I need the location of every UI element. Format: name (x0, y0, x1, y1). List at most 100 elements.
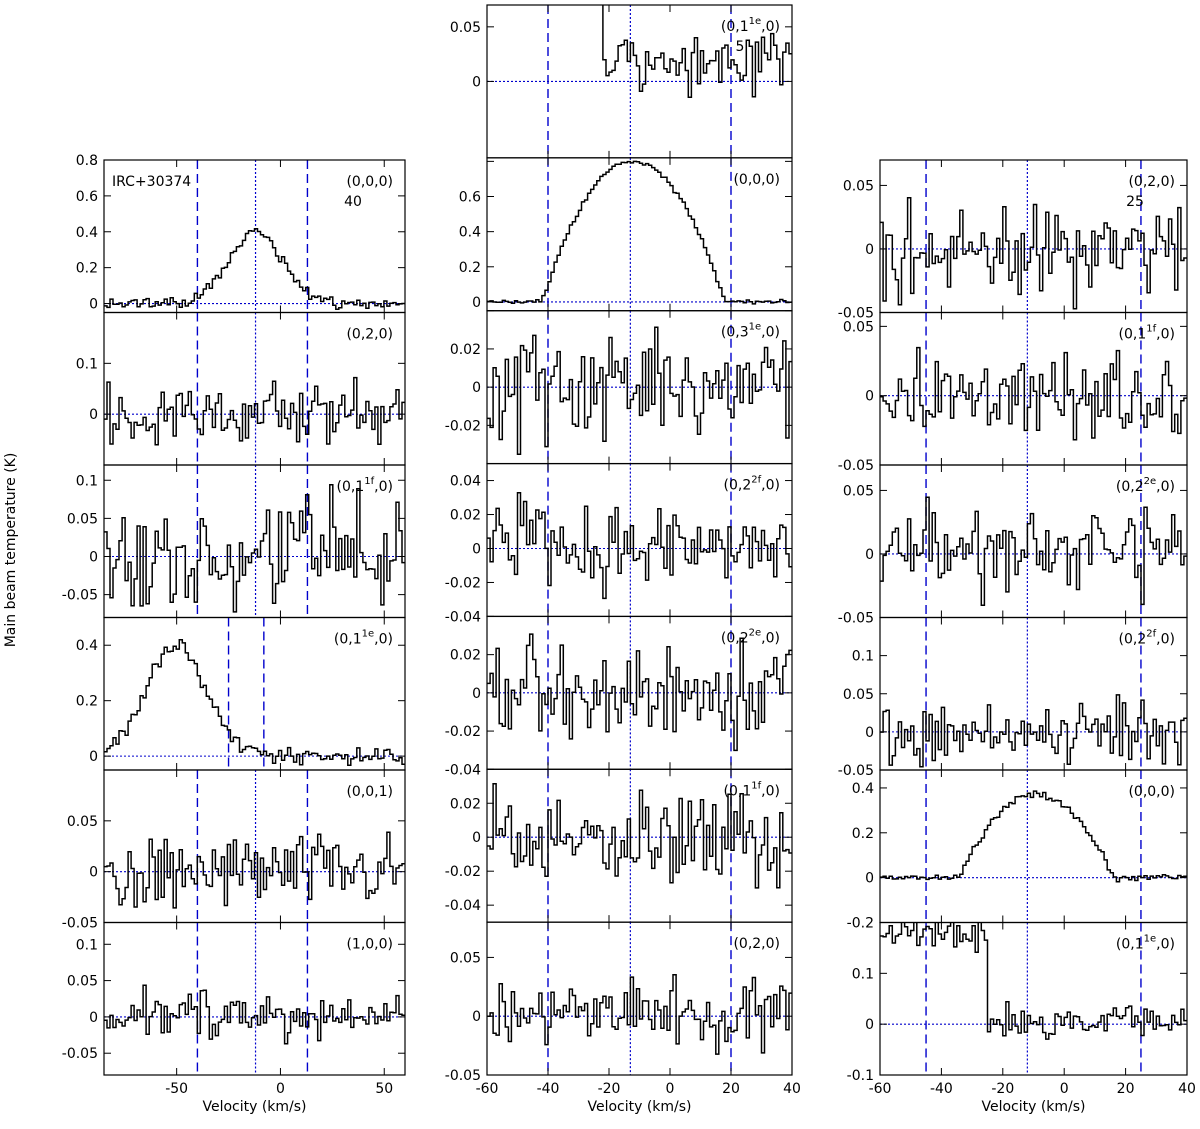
panel-right-5-ytick-label-2: 0 (865, 871, 874, 887)
panel-right-2-ytick-label-3: 0.05 (843, 319, 874, 335)
panel-left-1: 0 0.2 0.4 0.6 0.8 (0,0,0) 40 IRC+30374 (76, 153, 406, 314)
panel-right-3-plot-area (880, 465, 1187, 618)
panel-right-2-ytick-label-2: 0 (865, 389, 874, 405)
panel-right-5-ytick-label-3: 0.2 (852, 826, 874, 842)
column-left-xtick-label-3: 50 (375, 1081, 393, 1097)
column-right-xtick-label-3: -20 (991, 1081, 1014, 1097)
panel-left-5-label: (0,0,1) (346, 784, 393, 800)
column-middle-xtick-label-2: -40 (537, 1081, 560, 1097)
panel-middle-6-ytick-label-1: -0.04 (445, 898, 481, 914)
panel-right-3: -0.05 0 0.05 (0,22e,0) (838, 464, 1188, 627)
panel-left-4-label: (0,11e,0) (334, 629, 393, 648)
panel-middle-5-spectrum-line (487, 633, 792, 752)
panel-left-3-spectrum-line (104, 483, 405, 613)
panel-middle-4: -0.04 -0.02 0 0.02 0.04 (0,22f,0) (445, 462, 793, 625)
panel-right-4-plot-area (880, 617, 1187, 770)
panel-right-1-spectrum-line (880, 197, 1187, 310)
panel-left-6-frame (103, 921, 406, 1076)
panel-right-1-subtitle: 25 (1126, 194, 1144, 210)
column-middle-xtick-label-6: 40 (783, 1081, 801, 1097)
panel-middle-1: 0 0.05 (0,11e,0) 5 (450, 4, 793, 159)
panel-middle-1-label: (0,11e,0) (721, 16, 780, 35)
panel-middle-4-plot-area (487, 463, 792, 617)
panel-left-2-spectrum-line (104, 376, 405, 446)
column-middle-xtick-label-5: 20 (722, 1081, 740, 1097)
panel-left-3-plot-area (104, 465, 405, 618)
panel-left-6-ytick-label-4: 0.1 (76, 937, 98, 953)
panel-middle-6: -0.04 -0.02 0 0.02 (0,11f,0) (445, 768, 793, 923)
panel-left-6-plot-area (104, 922, 405, 1075)
column-middle: 0 0.05 (0,11e,0) 5 0 0.2 0.4 0.6 (0,0,0) -0.02 0 0.… (445, 4, 801, 1115)
panel-left-5-plot-area (104, 770, 405, 923)
column-left-x-axis-label: Velocity (km/s) (202, 1099, 306, 1115)
panel-middle-5: -0.04 -0.02 0 0.02 (0,22e,0) (445, 615, 793, 778)
panel-middle-6-plot-area (487, 769, 792, 923)
panel-right-6: -0.1 0 0.1 (0,11e,0) (847, 921, 1188, 1084)
y-axis-label: Main beam temperature (K) (3, 453, 19, 648)
panel-middle-3-plot-area (487, 310, 792, 464)
panel-left-1-source-name: IRC+30374 (112, 174, 191, 190)
panel-right-1-ytick-label-1: -0.05 (838, 306, 874, 322)
column-right-xtick-label-4: 0 (1060, 1081, 1069, 1097)
panel-left-2-label: (0,2,0) (346, 327, 393, 343)
panel-left-3-label: (0,11f,0) (337, 476, 393, 495)
panel-middle-1-ytick-label-1: 0 (472, 74, 481, 90)
panel-right-2-spectrum-line (880, 346, 1187, 441)
panel-left-2-ytick-label-2: 0.1 (76, 356, 98, 372)
panel-right-5-spectrum-line (880, 790, 1187, 883)
column-right-xtick-label-5: 20 (1117, 1081, 1135, 1097)
panel-middle-4-ytick-label-2: -0.02 (445, 575, 481, 591)
panel-right-5-ytick-label-4: 0.4 (852, 781, 874, 797)
panel-left-6-spectrum-line (104, 984, 405, 1045)
panel-left-1-ytick-label-5: 0.8 (76, 153, 98, 169)
panel-left-5: -0.05 0 0.05 (0,0,1) (62, 769, 406, 932)
panel-right-2-label: (0,11f,0) (1119, 324, 1175, 343)
panel-right-5-label: (0,0,0) (1128, 784, 1175, 800)
panel-left-4: 0 0.2 0.4 (0,11e,0) (76, 616, 406, 771)
panel-right-6-label: (0,11e,0) (1116, 934, 1175, 953)
panel-right-5: -0.2 0 0.2 0.4 (0,0,0) (847, 769, 1188, 932)
panel-left-5-spectrum-line (104, 831, 405, 909)
column-middle-xtick-label-4: 0 (666, 1081, 675, 1097)
panel-left-6-ytick-label-2: 0 (89, 1010, 98, 1026)
panel-left-2: 0 0.1 (0,2,0) (76, 311, 406, 466)
panel-right-6-ytick-label-1: -0.1 (847, 1068, 874, 1084)
panel-middle-3-spectrum-line (487, 326, 792, 455)
panel-middle-2-ytick-label-1: 0 (472, 295, 481, 311)
panel-middle-1-spectrum-line (602, 5, 792, 98)
panel-left-3-ytick-label-4: 0.1 (76, 473, 98, 489)
panel-right-3-ytick-label-2: 0 (865, 547, 874, 563)
panel-left-4-spectrum-line (104, 639, 405, 767)
panel-middle-3-ytick-label-1: -0.02 (445, 418, 481, 434)
panel-middle-2: 0 0.2 0.4 0.6 (0,0,0) (459, 157, 793, 312)
panel-left-2-plot-area (104, 312, 405, 465)
panel-left-5-ytick-label-3: 0.05 (67, 814, 98, 830)
panel-right-2: -0.05 0 0.05 (0,11f,0) (838, 311, 1188, 474)
panel-middle-6-label: (0,11f,0) (724, 780, 780, 799)
panel-left-1-plot-area (104, 160, 405, 313)
panel-left-5-ytick-label-2: 0 (89, 865, 98, 881)
panel-right-4-ytick-label-2: 0 (865, 725, 874, 741)
panel-right-1-label: (0,2,0) (1128, 174, 1175, 190)
panel-right-4-ytick-label-1: -0.05 (838, 763, 874, 779)
panel-middle-7-plot-area (487, 922, 792, 1075)
panel-middle-4-ytick-label-3: 0 (472, 541, 481, 557)
panel-middle-6-spectrum-line (487, 783, 792, 889)
panel-right-6-ytick-label-2: 0 (865, 1017, 874, 1033)
column-right-xtick-label-6: 40 (1178, 1081, 1196, 1097)
panel-left-5-ytick-label-1: -0.05 (62, 916, 98, 932)
panel-middle-7-frame (486, 921, 793, 1076)
panel-middle-4-ytick-label-5: 0.04 (450, 474, 481, 490)
panel-left-1-spectrum-line (104, 227, 405, 311)
panel-middle-4-ytick-label-4: 0.02 (450, 508, 481, 524)
column-left-xtick-label-1: -50 (165, 1081, 188, 1097)
panel-middle-4-ytick-label-1: -0.04 (445, 609, 481, 625)
panel-left-1-subtitle: 40 (344, 194, 362, 210)
column-right-x-axis-label: Velocity (km/s) (981, 1099, 1085, 1115)
panel-left-4-plot-area (104, 617, 405, 770)
panel-left-4-ytick-label-2: 0.2 (76, 694, 98, 710)
panel-left-1-ytick-label-3: 0.4 (76, 225, 98, 241)
panel-right-6-ytick-label-3: 0.1 (852, 966, 874, 982)
panel-left-3: -0.05 0 0.05 0.1 (0,11f,0) (62, 464, 406, 619)
